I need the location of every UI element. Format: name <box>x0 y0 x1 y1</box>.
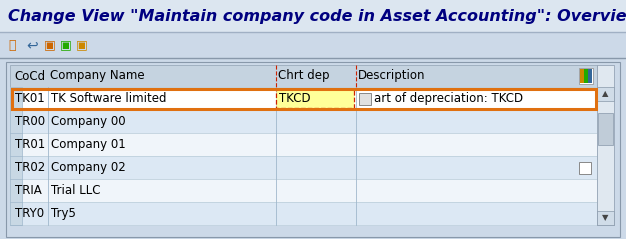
Bar <box>10 133 597 156</box>
Text: Chrt dep: Chrt dep <box>278 70 329 82</box>
Text: Try5: Try5 <box>51 207 76 220</box>
Bar <box>10 87 597 110</box>
Text: TR01: TR01 <box>15 138 45 151</box>
Bar <box>10 179 597 202</box>
Text: 🔧: 🔧 <box>8 38 16 51</box>
Text: Trial LLC: Trial LLC <box>51 184 101 197</box>
Text: Company Name: Company Name <box>50 70 145 82</box>
Bar <box>597 65 614 225</box>
Text: ↩: ↩ <box>26 38 38 52</box>
Bar <box>11 88 595 109</box>
Text: ▣: ▣ <box>76 38 88 51</box>
Text: ▲: ▲ <box>602 89 608 98</box>
Bar <box>359 92 371 104</box>
Text: Company 01: Company 01 <box>51 138 126 151</box>
Text: Company 02: Company 02 <box>51 161 126 174</box>
Text: CoCd: CoCd <box>14 70 45 82</box>
Text: TR00: TR00 <box>15 115 45 128</box>
Text: TRIA: TRIA <box>15 184 42 197</box>
Bar <box>597 87 614 101</box>
Text: ▣: ▣ <box>44 38 56 51</box>
Text: TK Software limited: TK Software limited <box>51 92 167 105</box>
Bar <box>10 110 597 133</box>
Text: TRY0: TRY0 <box>15 207 44 220</box>
Bar <box>0 0 626 32</box>
Bar <box>276 89 354 108</box>
Bar <box>598 113 613 145</box>
Text: Description: Description <box>358 70 426 82</box>
Bar <box>10 156 597 179</box>
Bar <box>597 211 614 225</box>
Text: TKCD: TKCD <box>279 92 310 105</box>
Bar <box>580 69 583 83</box>
Text: art of depreciation: TKCD: art of depreciation: TKCD <box>374 92 523 105</box>
Bar <box>10 65 597 87</box>
Bar <box>588 69 592 83</box>
Text: TR02: TR02 <box>15 161 45 174</box>
Bar <box>584 69 587 83</box>
Text: ▣: ▣ <box>60 38 72 51</box>
Text: TK01: TK01 <box>15 92 44 105</box>
Bar <box>6 62 620 237</box>
Bar <box>579 68 593 84</box>
Text: Change View "Maintain company code in Asset Accounting": Overview: Change View "Maintain company code in As… <box>8 9 626 23</box>
Text: ▼: ▼ <box>602 213 608 223</box>
Bar <box>10 202 597 225</box>
Bar <box>10 87 22 225</box>
Bar <box>0 32 626 58</box>
Text: Company 00: Company 00 <box>51 115 126 128</box>
Bar <box>579 162 591 174</box>
